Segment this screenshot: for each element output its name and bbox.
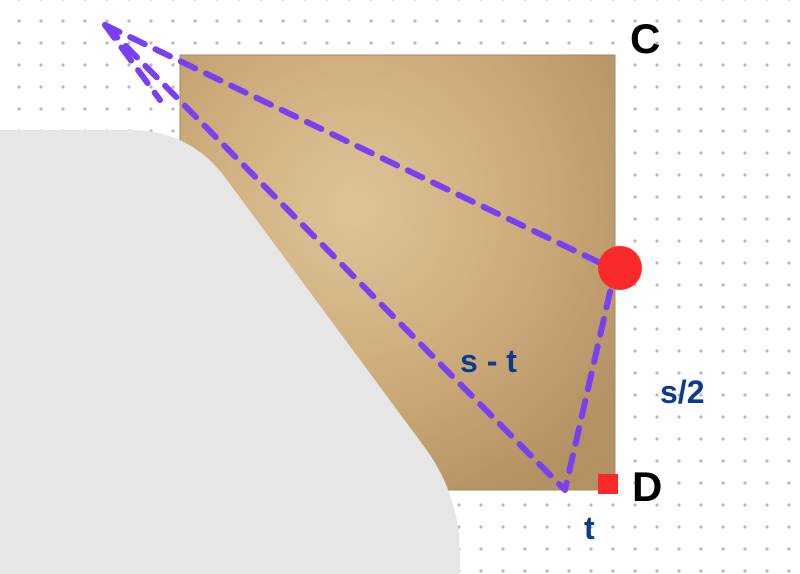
vertex-label-c: C <box>630 18 660 60</box>
dimension-label-t: t <box>584 512 595 544</box>
vertex-label-d: D <box>632 466 662 508</box>
diagram-canvas: C D s - t s/2 t <box>0 0 800 574</box>
right-angle-marker <box>598 474 618 494</box>
dimension-label-s-minus-t: s - t <box>460 345 517 377</box>
dimension-label-s-half: s/2 <box>660 376 704 408</box>
red-dot-marker <box>598 246 642 290</box>
scene-svg <box>0 0 800 574</box>
